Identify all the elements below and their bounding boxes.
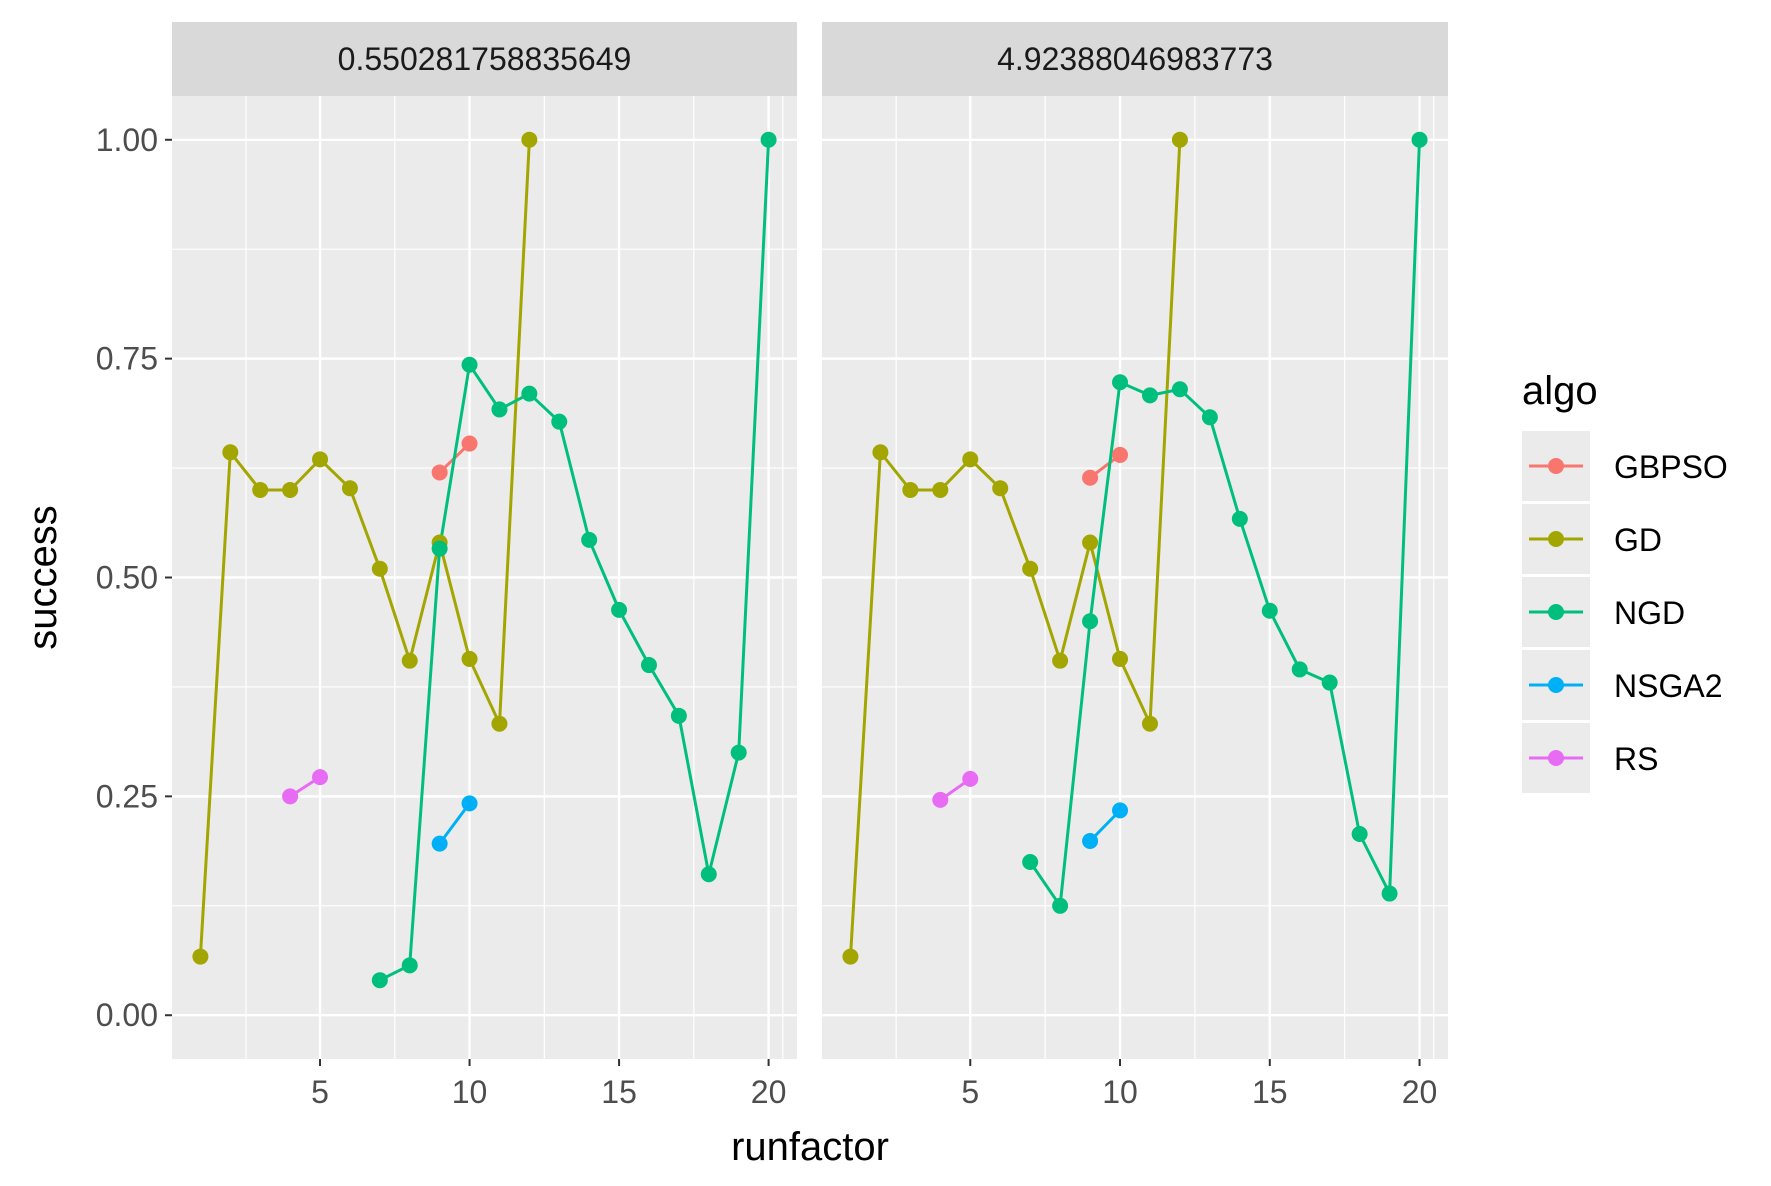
data-point-gd bbox=[932, 481, 949, 498]
data-point-rs bbox=[962, 770, 979, 787]
data-point-ngd bbox=[730, 744, 747, 761]
data-point-ngd bbox=[1231, 510, 1248, 527]
data-point-ngd bbox=[1291, 661, 1308, 678]
data-point-ngd bbox=[760, 131, 777, 148]
data-point-ngd bbox=[581, 531, 598, 548]
data-point-gd bbox=[902, 481, 919, 498]
data-point-ngd bbox=[431, 540, 448, 557]
facet-strip-label: 4.92388046983773 bbox=[997, 41, 1273, 77]
data-point-ngd bbox=[521, 385, 538, 402]
data-point-gd bbox=[192, 948, 209, 965]
data-point-gd bbox=[341, 480, 358, 497]
y-tick-label: 0.00 bbox=[96, 997, 158, 1033]
data-point-rs bbox=[932, 791, 949, 808]
x-tick-label: 5 bbox=[311, 1074, 329, 1110]
data-point-rs bbox=[312, 769, 329, 786]
x-tick-label: 20 bbox=[1402, 1074, 1438, 1110]
data-point-gd bbox=[1171, 131, 1188, 148]
data-point-ngd bbox=[1411, 131, 1428, 148]
data-point-gd bbox=[842, 948, 859, 965]
x-tick-label: 15 bbox=[601, 1074, 637, 1110]
legend-key-point bbox=[1548, 604, 1564, 620]
data-point-nsga2 bbox=[431, 835, 448, 852]
data-point-gd bbox=[521, 131, 538, 148]
data-point-ngd bbox=[611, 601, 628, 618]
data-point-gd bbox=[371, 560, 388, 577]
data-point-ngd bbox=[1381, 885, 1398, 902]
x-tick-label: 5 bbox=[961, 1074, 979, 1110]
legend-key-point bbox=[1548, 750, 1564, 766]
data-point-nsga2 bbox=[1082, 833, 1099, 850]
x-tick-label: 10 bbox=[452, 1074, 488, 1110]
data-point-ngd bbox=[1052, 897, 1069, 914]
data-point-nsga2 bbox=[461, 795, 478, 812]
data-point-ngd bbox=[1201, 409, 1218, 426]
data-point-gd bbox=[401, 652, 418, 669]
data-point-gd bbox=[491, 715, 508, 732]
y-tick-label: 0.50 bbox=[96, 560, 158, 596]
data-point-ngd bbox=[1171, 381, 1188, 398]
data-point-ngd bbox=[670, 707, 687, 724]
data-point-gd bbox=[282, 481, 299, 498]
data-point-ngd bbox=[551, 413, 568, 430]
series-line-ngd bbox=[1028, 139, 1421, 908]
data-point-gbpso bbox=[1082, 469, 1099, 486]
data-point-rs bbox=[282, 788, 299, 805]
y-axis-title: success bbox=[21, 505, 65, 650]
x-tick-label: 15 bbox=[1252, 1074, 1288, 1110]
data-point-gd bbox=[1141, 715, 1158, 732]
legend-label: GD bbox=[1614, 522, 1662, 558]
data-point-ngd bbox=[371, 972, 388, 989]
legend-label: NSGA2 bbox=[1614, 668, 1722, 704]
x-tick-label: 10 bbox=[1102, 1074, 1138, 1110]
data-point-gd bbox=[252, 481, 269, 498]
legend-title: algo bbox=[1522, 369, 1598, 413]
data-point-ngd bbox=[401, 957, 418, 974]
data-point-ngd bbox=[1082, 613, 1099, 630]
data-point-gd bbox=[1112, 650, 1129, 667]
data-point-gd bbox=[962, 451, 979, 468]
data-point-gd bbox=[1082, 534, 1099, 551]
data-point-gd bbox=[992, 480, 1009, 497]
data-point-ngd bbox=[1022, 854, 1039, 871]
x-axis-title: runfactor bbox=[731, 1125, 889, 1169]
data-point-ngd bbox=[640, 657, 657, 674]
data-point-gd bbox=[1022, 560, 1039, 577]
y-tick-label: 0.25 bbox=[96, 778, 158, 814]
data-point-gd bbox=[222, 444, 239, 461]
data-point-gd bbox=[312, 451, 329, 468]
data-point-gbpso bbox=[1112, 446, 1129, 463]
legend-label: GBPSO bbox=[1614, 449, 1728, 485]
data-point-gd bbox=[1052, 652, 1069, 669]
legend-key-point bbox=[1548, 531, 1564, 547]
data-point-ngd bbox=[1141, 387, 1158, 404]
data-point-gd bbox=[872, 444, 889, 461]
data-point-gbpso bbox=[461, 435, 478, 452]
data-point-ngd bbox=[1261, 602, 1278, 619]
facet-strip bbox=[822, 22, 1448, 96]
legend-label: NGD bbox=[1614, 595, 1685, 631]
data-point-gbpso bbox=[431, 464, 448, 481]
facet-strip-label: 0.550281758835649 bbox=[338, 41, 632, 77]
data-point-gd bbox=[461, 650, 478, 667]
legend-label: RS bbox=[1614, 741, 1658, 777]
data-point-ngd bbox=[1351, 826, 1368, 843]
legend-key-point bbox=[1548, 458, 1564, 474]
data-point-ngd bbox=[491, 401, 508, 418]
facet-strip bbox=[172, 22, 797, 96]
y-tick-label: 0.75 bbox=[96, 341, 158, 377]
data-point-ngd bbox=[1112, 374, 1129, 391]
x-tick-label: 20 bbox=[751, 1074, 787, 1110]
data-point-nsga2 bbox=[1112, 802, 1129, 819]
data-point-ngd bbox=[461, 356, 478, 373]
series-line-ngd bbox=[379, 139, 771, 982]
series-line-nsga2 bbox=[438, 802, 471, 845]
data-point-ngd bbox=[700, 866, 717, 883]
y-tick-label: 1.00 bbox=[96, 122, 158, 158]
data-point-ngd bbox=[1321, 674, 1338, 691]
legend-key-point bbox=[1548, 677, 1564, 693]
